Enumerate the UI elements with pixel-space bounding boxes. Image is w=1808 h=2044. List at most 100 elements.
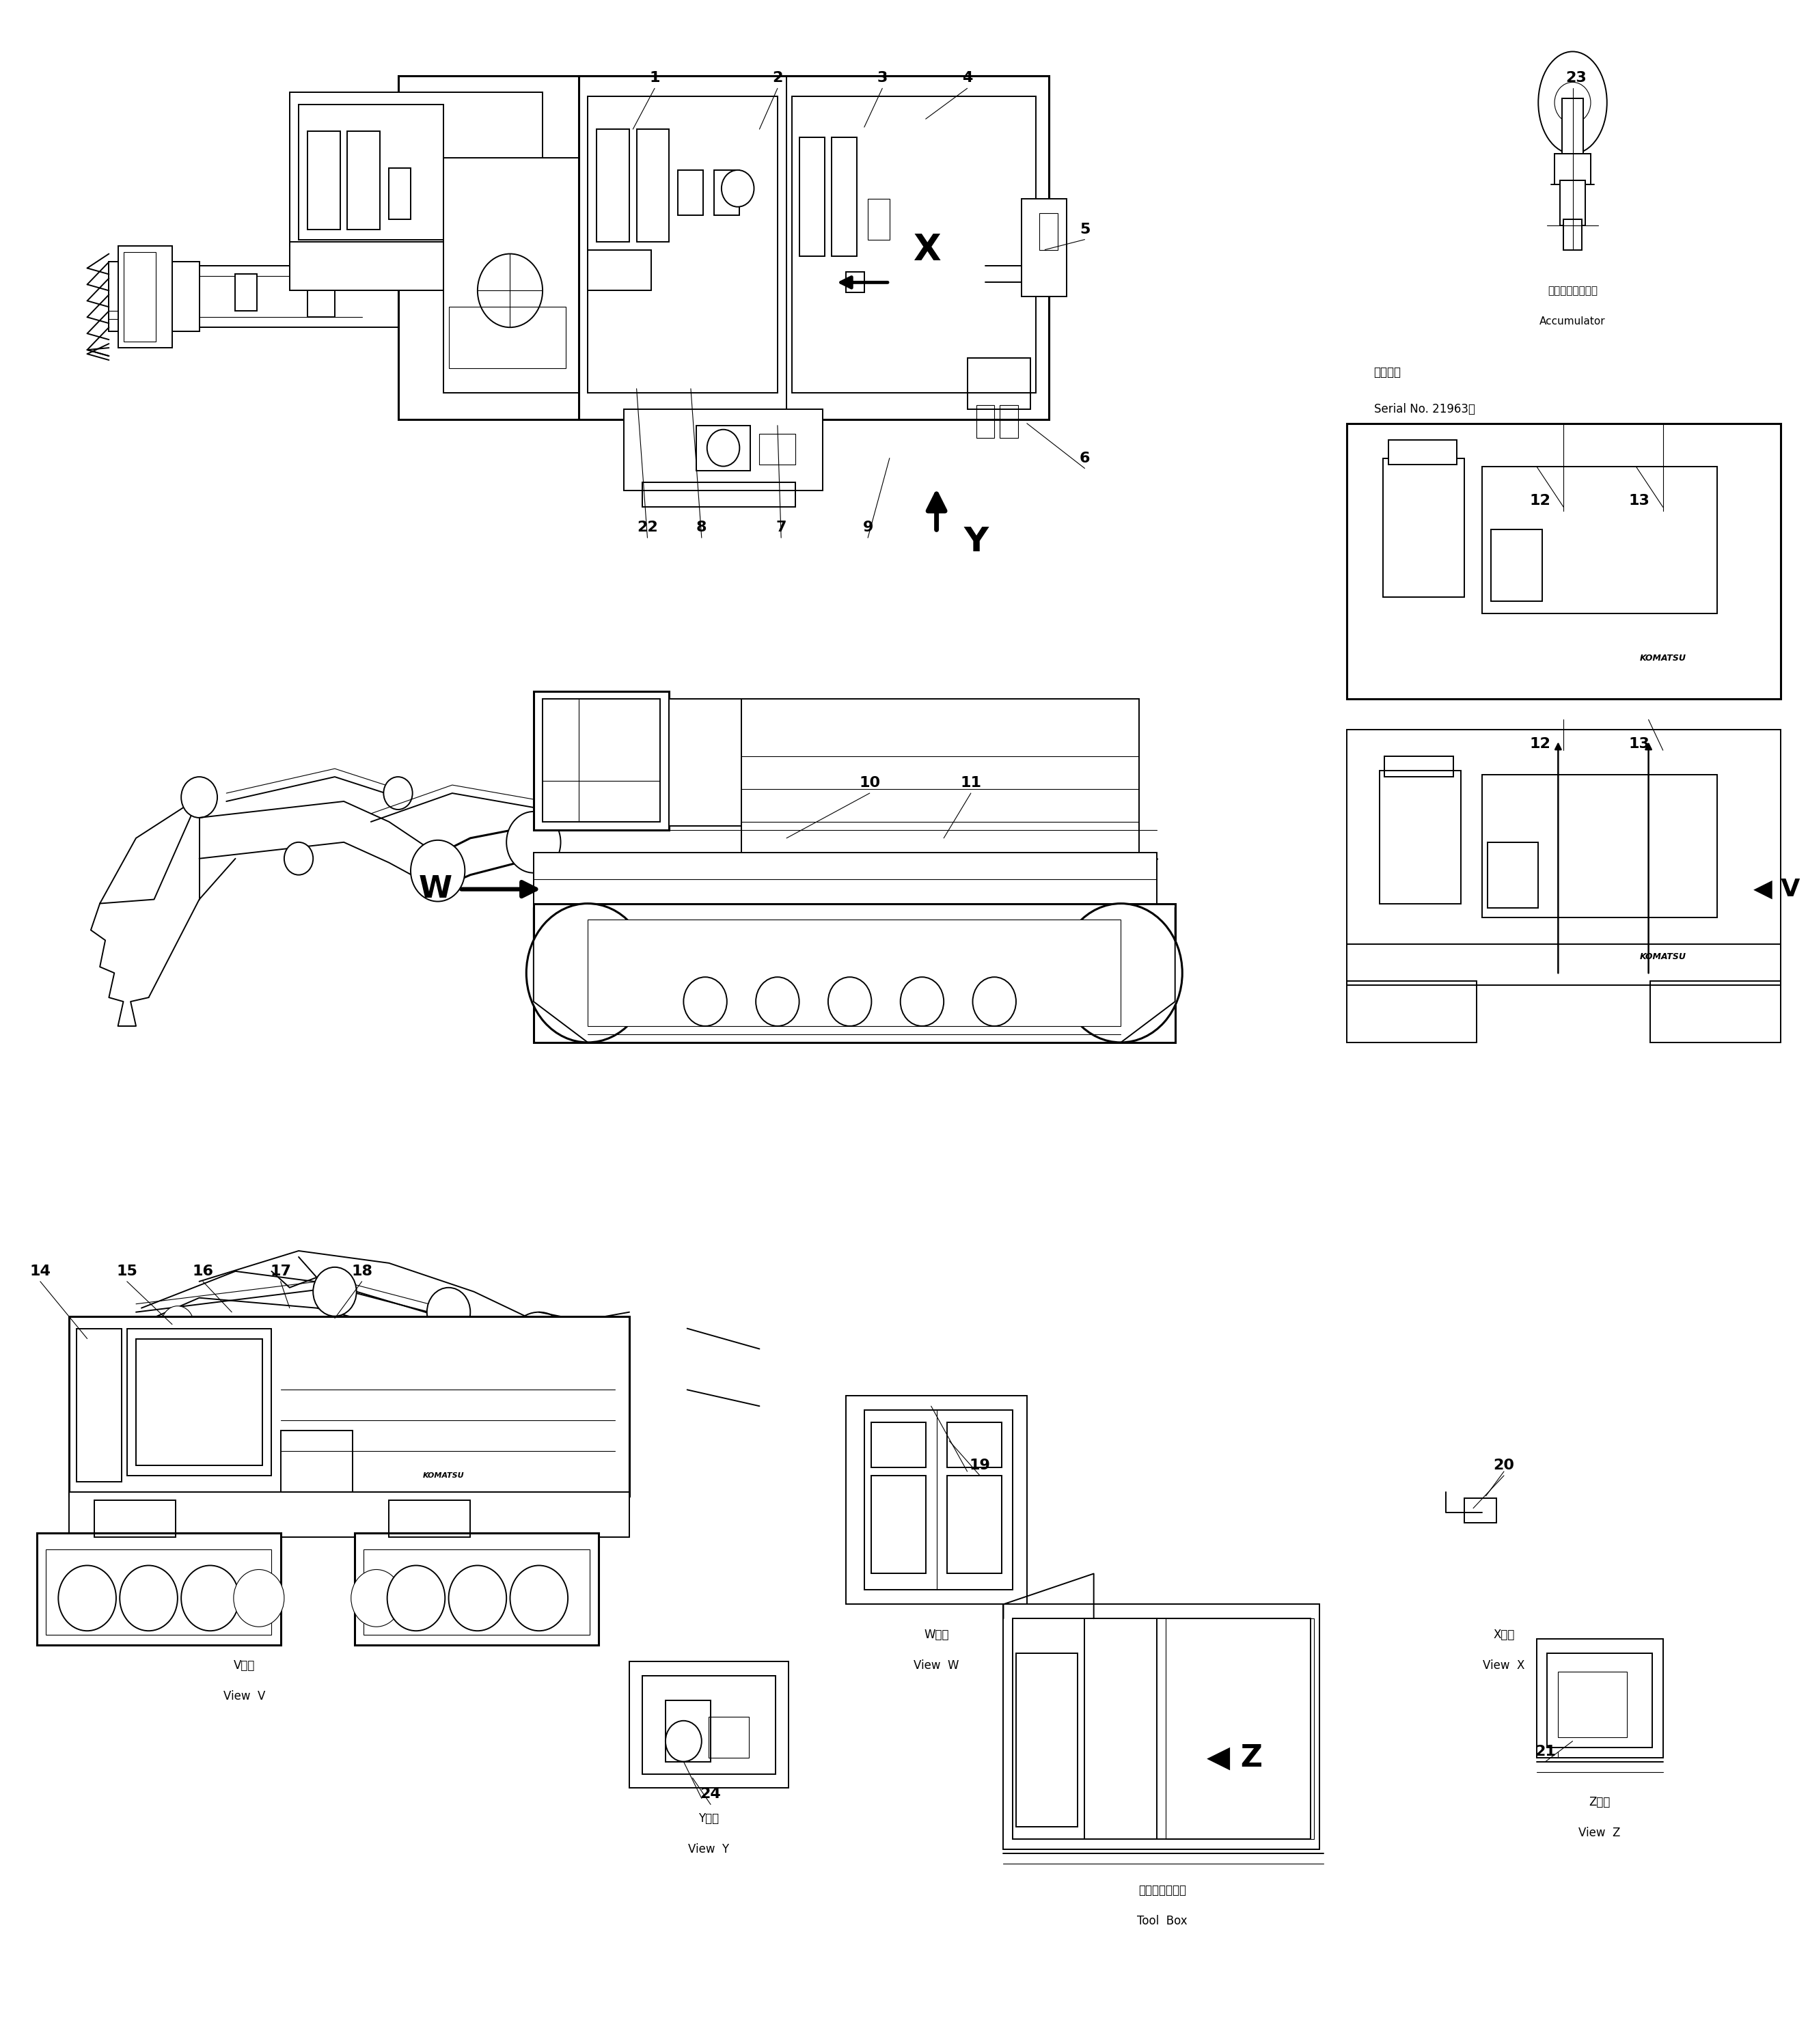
Text: 8: 8 (696, 521, 707, 533)
Circle shape (1059, 903, 1182, 1042)
Circle shape (351, 1570, 401, 1627)
Bar (542, 699, 660, 822)
Text: 6: 6 (1079, 452, 1090, 464)
Bar (1040, 213, 1058, 249)
Text: View  V: View V (224, 1690, 266, 1703)
Bar (1651, 981, 1781, 1042)
Bar (1558, 1672, 1627, 1737)
Bar (871, 1476, 926, 1574)
Bar (947, 1423, 1002, 1468)
Circle shape (58, 1566, 116, 1631)
Text: 24: 24 (700, 1786, 721, 1801)
Bar (642, 482, 796, 507)
Bar (579, 76, 1049, 419)
Text: X　視: X 視 (1493, 1629, 1515, 1641)
Text: X: X (913, 231, 942, 268)
Bar (448, 307, 566, 368)
Bar (864, 1410, 1012, 1590)
Bar (118, 245, 172, 347)
Bar (1000, 405, 1018, 437)
Circle shape (448, 1566, 506, 1631)
Text: Tool  Box: Tool Box (1137, 1915, 1188, 1927)
Bar (36, 1533, 280, 1645)
Bar (588, 249, 651, 290)
Circle shape (477, 253, 542, 327)
Ellipse shape (1539, 51, 1607, 153)
Text: 12: 12 (1530, 738, 1551, 750)
Circle shape (526, 903, 649, 1042)
Text: 13: 13 (1629, 495, 1651, 507)
Text: 16: 16 (192, 1265, 213, 1278)
Bar (347, 131, 380, 229)
Text: 11: 11 (960, 777, 982, 789)
Bar (448, 178, 466, 219)
Bar (1488, 842, 1539, 908)
Text: 12: 12 (1530, 495, 1551, 507)
Circle shape (900, 977, 944, 1026)
Circle shape (119, 1566, 177, 1631)
Circle shape (665, 1721, 702, 1762)
Text: 17: 17 (269, 1265, 291, 1278)
Text: Y　視: Y 視 (698, 1813, 720, 1825)
Text: ◀ Z: ◀ Z (1206, 1744, 1262, 1772)
Bar (588, 920, 1121, 1026)
Bar (69, 1316, 629, 1496)
Bar (629, 1662, 788, 1788)
Text: 9: 9 (862, 521, 873, 533)
Text: 19: 19 (969, 1459, 991, 1472)
Text: 15: 15 (116, 1265, 137, 1278)
Text: View  X: View X (1483, 1660, 1524, 1672)
Bar (1016, 1654, 1078, 1827)
Text: 13: 13 (1629, 738, 1651, 750)
Text: アキュームレータ: アキュームレータ (1548, 286, 1598, 296)
Text: W　視: W 視 (924, 1629, 949, 1641)
Bar (1492, 529, 1542, 601)
Bar (792, 96, 1036, 392)
Text: ツールボックス: ツールボックス (1139, 1885, 1186, 1897)
Text: KOMATSU: KOMATSU (1640, 654, 1687, 662)
Bar (1464, 1498, 1497, 1523)
Bar (235, 274, 257, 311)
Bar (1385, 756, 1454, 777)
Text: 5: 5 (1079, 223, 1090, 237)
Text: 21: 21 (1535, 1744, 1557, 1758)
Bar (1347, 981, 1477, 1042)
Circle shape (1555, 82, 1591, 123)
Bar (1347, 730, 1781, 948)
Bar (533, 903, 1175, 1042)
Circle shape (973, 977, 1016, 1026)
Bar (389, 168, 410, 219)
Circle shape (410, 840, 465, 901)
Circle shape (181, 1566, 239, 1631)
Bar (759, 433, 796, 464)
Bar (1483, 775, 1718, 918)
Bar (94, 1500, 175, 1537)
Text: 10: 10 (859, 777, 880, 789)
Circle shape (233, 1570, 284, 1627)
Circle shape (161, 1306, 193, 1343)
Bar (127, 1329, 271, 1476)
Bar (1562, 98, 1584, 159)
Bar (678, 170, 703, 215)
Text: 22: 22 (636, 521, 658, 533)
Bar (709, 1717, 749, 1758)
Bar (443, 157, 579, 392)
Bar (363, 1549, 589, 1635)
Text: W: W (419, 875, 452, 903)
Bar (1347, 944, 1781, 985)
Bar (307, 131, 340, 229)
Circle shape (828, 977, 871, 1026)
Bar (947, 1476, 1002, 1574)
Bar (636, 129, 669, 241)
Text: Serial No. 21963～: Serial No. 21963～ (1374, 403, 1475, 415)
Text: 3: 3 (877, 72, 888, 86)
Circle shape (313, 1267, 356, 1316)
Bar (108, 262, 199, 331)
Bar (136, 1339, 262, 1466)
Circle shape (383, 777, 412, 809)
Bar (1383, 458, 1464, 597)
Bar (642, 1676, 776, 1774)
Text: View  Y: View Y (689, 1844, 729, 1856)
Bar (1564, 219, 1582, 249)
Bar (846, 272, 864, 292)
